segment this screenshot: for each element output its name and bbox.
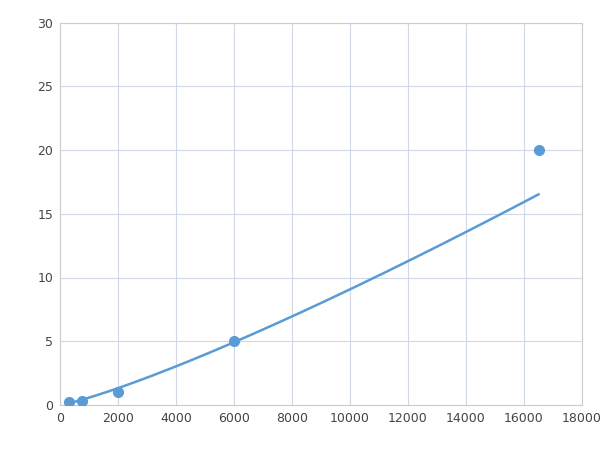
Point [77,398,86,405]
Point [64,399,74,406]
Point [229,338,239,345]
Point [534,146,544,153]
Point [113,389,123,396]
